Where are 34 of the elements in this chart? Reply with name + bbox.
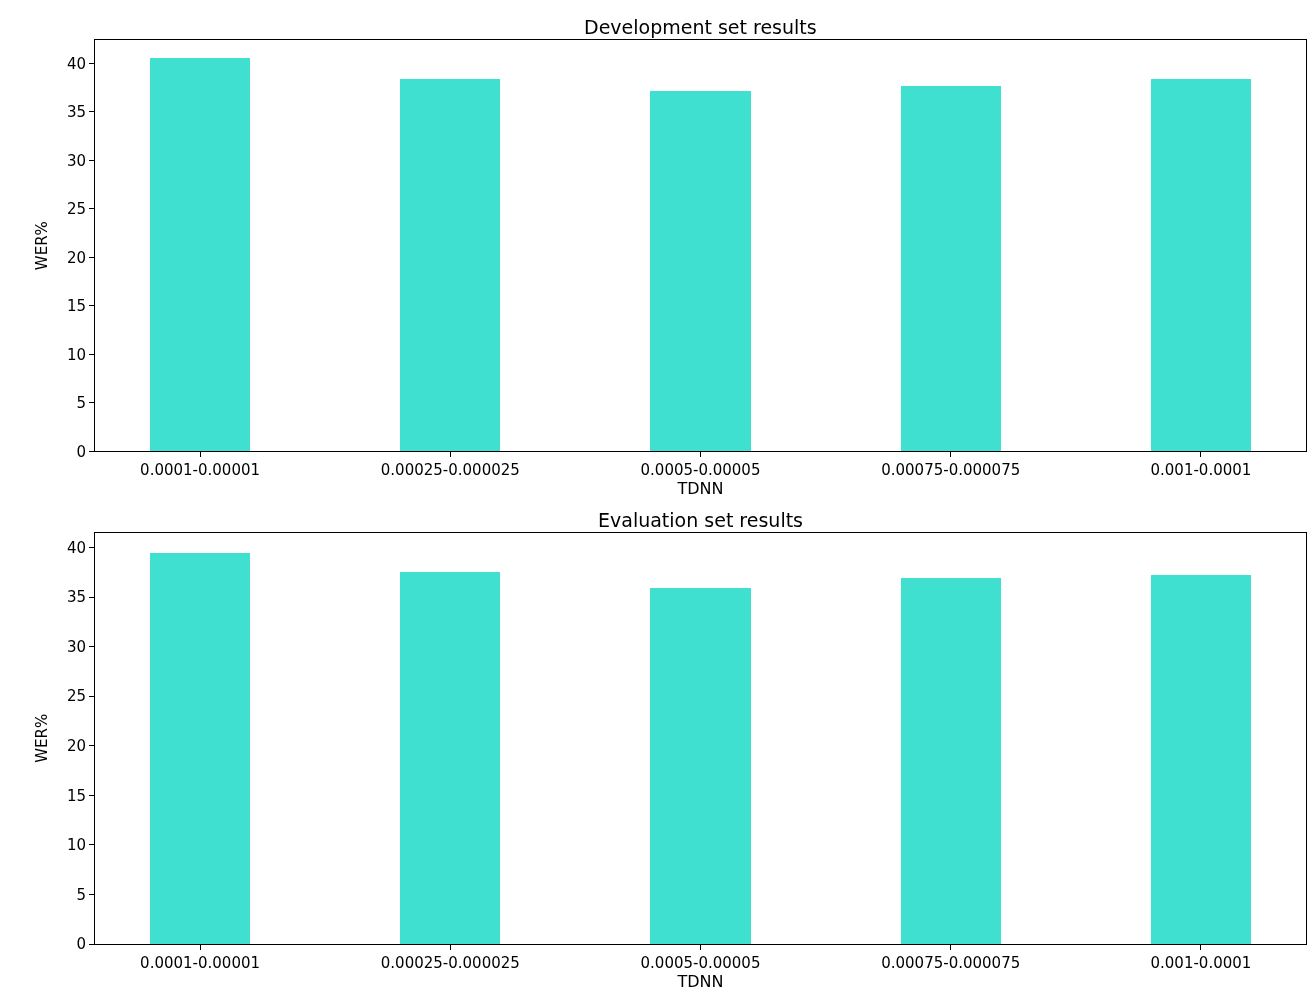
- x-tick-label: 0.001-0.0001: [1150, 954, 1252, 972]
- y-tick-label: 35: [66, 588, 86, 607]
- y-tick-label: 20: [66, 737, 86, 756]
- y-tick-label: 40: [66, 54, 86, 73]
- y-tick-label: 5: [76, 394, 86, 413]
- y-tick-label: 15: [66, 786, 86, 805]
- y-tick-label: 25: [66, 200, 86, 219]
- y-tick-label: 0: [76, 935, 86, 954]
- y-tick-label: 15: [66, 297, 86, 316]
- x-tick-label: 0.00075-0.000075: [881, 954, 1021, 972]
- y-tick-label: 40: [66, 538, 86, 557]
- y-tick-label: 5: [76, 885, 86, 904]
- x-axis-title: TDNN: [676, 972, 724, 991]
- y-tick-label: 10: [66, 836, 86, 855]
- x-tick-label: 0.0005-0.00005: [640, 461, 761, 480]
- y-tick-label: 25: [66, 687, 86, 706]
- x-tick-label: 0.00075-0.000075: [881, 461, 1021, 480]
- chart-title: Development set results: [584, 16, 817, 38]
- x-tick-label: 0.0001-0.00001: [140, 954, 261, 972]
- y-tick-label: 35: [66, 103, 86, 122]
- chart-title: Evaluation set results: [598, 509, 804, 531]
- y-tick-label: 0: [76, 442, 86, 461]
- y-tick-label: 10: [66, 345, 86, 364]
- y-tick-label: 30: [66, 151, 86, 170]
- x-tick-label: 0.00025-0.000025: [380, 954, 520, 972]
- x-tick-label: 0.001-0.0001: [1150, 461, 1252, 480]
- y-tick-label: 20: [66, 248, 86, 267]
- x-tick-label: 0.00025-0.000025: [380, 461, 520, 480]
- x-tick-label: 0.0005-0.00005: [640, 954, 761, 972]
- x-axis-title: TDNN: [676, 479, 724, 499]
- x-tick-label: 0.0001-0.00001: [140, 461, 261, 480]
- y-axis-title: WER%: [33, 221, 52, 271]
- y-tick-label: 30: [66, 637, 86, 656]
- y-axis-title: WER%: [33, 713, 52, 763]
